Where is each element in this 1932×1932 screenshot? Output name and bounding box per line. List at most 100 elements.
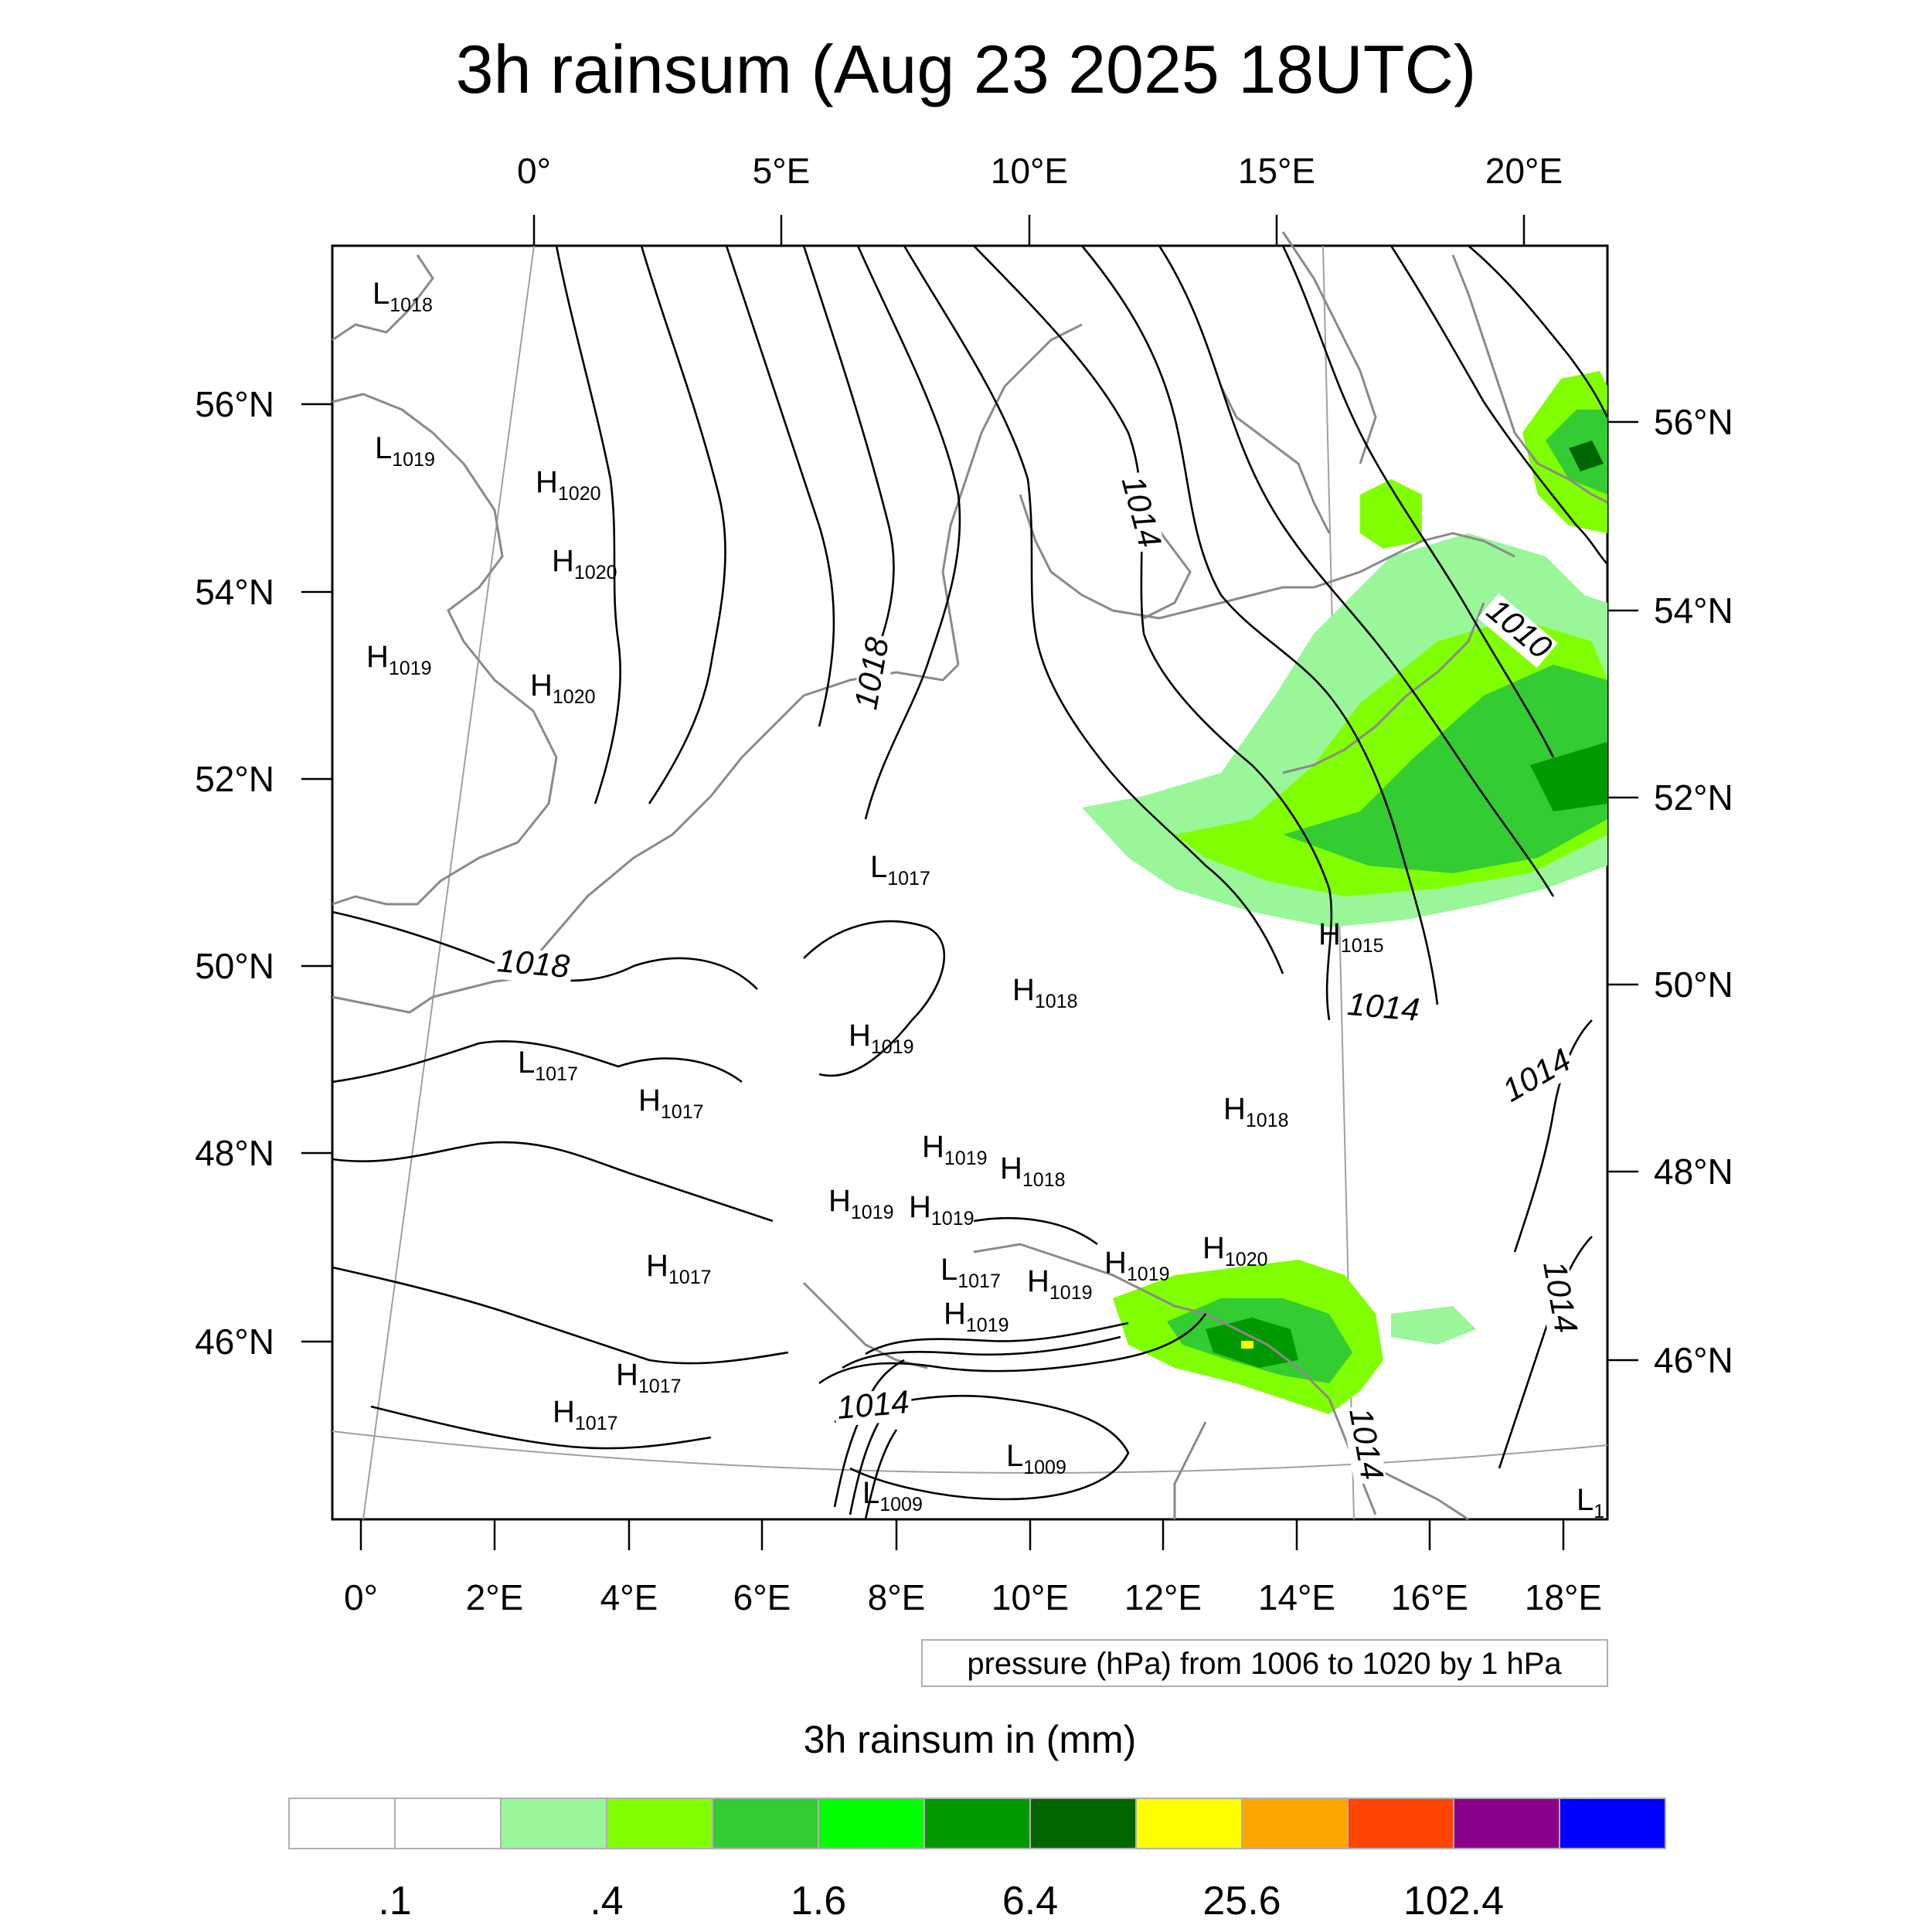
right-axis-tick-label: 54°N [1654, 590, 1733, 631]
rain-area-alps-peak [1241, 1341, 1253, 1349]
left-axis-labels: 56°N 54°N 52°N 50°N 48°N 46°N [195, 384, 274, 1362]
pressure-value: 1018 [1022, 1169, 1066, 1191]
pressure-value: 1019 [944, 1148, 988, 1169]
pressure-letter: L [940, 1253, 957, 1287]
colorbar-label: .1 [378, 1879, 411, 1923]
pressure-letter: H [944, 1297, 966, 1331]
bottom-axis-tick-label: 8°E [868, 1577, 926, 1617]
pressure-letter: H [1000, 1151, 1022, 1185]
pressure-value: 1018 [1246, 1110, 1289, 1131]
pressure-value: 1019 [851, 1202, 894, 1223]
high-pressure-label: H1019 [909, 1190, 975, 1230]
high-pressure-label: H1017 [638, 1083, 704, 1123]
pressure-value: 1019 [966, 1315, 1009, 1336]
pressure-value: 1017 [575, 1413, 618, 1434]
pressure-letter: L [372, 277, 389, 311]
contour-label-background [1535, 1257, 1581, 1338]
pressure-value: 1015 [1341, 935, 1384, 957]
colorbar-swatch [606, 1798, 713, 1849]
pressure-value: 1017 [668, 1267, 712, 1288]
pressure-value: 1009 [879, 1494, 923, 1515]
pressure-letter: H [922, 1130, 944, 1164]
colorbar-swatch [288, 1798, 396, 1849]
pressure-letter: L [1577, 1483, 1594, 1517]
contour-note-box [921, 1639, 1608, 1687]
left-axis-tick-label: 50°N [195, 946, 274, 986]
colorbar-label: 102.4 [1403, 1879, 1504, 1923]
contour-value-label: 1014 [835, 1383, 910, 1426]
right-axis-tick-label: 50°N [1654, 964, 1733, 1005]
colorbar-label: 1.6 [791, 1879, 846, 1923]
pressure-value: 1017 [957, 1270, 1001, 1292]
pressure-letter: H [1202, 1231, 1225, 1265]
colorbar-label: .4 [590, 1879, 623, 1923]
contour-value-label: 1014 [1346, 985, 1421, 1028]
pressure-value: 1020 [553, 686, 596, 708]
pressure-letter: H [1104, 1246, 1127, 1280]
bottom-axis-tick-label: 4°E [600, 1577, 658, 1617]
pressure-letter: H [646, 1249, 668, 1283]
top-axis-tick-label: 5°E [753, 151, 811, 191]
colorbar-swatch [923, 1798, 1031, 1849]
colorbar-swatch [1453, 1798, 1560, 1849]
right-axis-tick-label: 48°N [1654, 1151, 1733, 1192]
contour-label-background [1496, 1043, 1580, 1111]
high-pressure-label: H1018 [1012, 973, 1078, 1012]
left-axis-tick-label: 54°N [195, 572, 274, 612]
low-pressure-label: L1009 [1006, 1439, 1066, 1478]
colorbar-swatch [500, 1798, 607, 1849]
pressure-value: 1017 [887, 868, 930, 889]
high-pressure-label: H1020 [530, 668, 596, 708]
colorbar-swatch [1029, 1798, 1137, 1849]
colorbar-swatch [818, 1798, 925, 1849]
right-axis-tick-label: 46°N [1654, 1340, 1733, 1380]
top-axis-tick-label: 10°E [991, 151, 1068, 191]
rain-area-central-europe-dark [1530, 742, 1607, 811]
colorbar-swatch [1347, 1798, 1454, 1849]
pressure-value: 1020 [1225, 1249, 1268, 1270]
left-axis-tick-label: 52°N [195, 759, 274, 799]
pressure-letter: H [1223, 1092, 1246, 1126]
colorbar-swatch [394, 1798, 502, 1849]
high-pressure-label: H1018 [1000, 1151, 1066, 1191]
high-pressure-label: H1019 [1027, 1264, 1093, 1304]
contour-label-background [493, 946, 573, 986]
contour-label-background [1341, 1403, 1387, 1485]
pressure-value: 1017 [661, 1101, 704, 1123]
colorbar-labels: .1 .4 1.6 6.4 25.6 102.4 [378, 1879, 1504, 1923]
high-pressure-label: H1019 [366, 640, 432, 679]
pressure-letter: H [1318, 917, 1341, 951]
contour-label-background [1343, 989, 1423, 1029]
high-pressure-label: H1020 [552, 544, 617, 583]
colorbar-title: 3h rainsum in (mm) [804, 1718, 1137, 1761]
map-title: 3h rainsum (Aug 23 2025 18UTC) [456, 31, 1477, 107]
right-axis-tick-label: 56°N [1654, 402, 1733, 442]
contour-label-background [851, 633, 897, 715]
rain-area-scattered [1360, 479, 1422, 549]
contour-label-background [833, 1387, 913, 1427]
pressure-letter: L [1006, 1439, 1023, 1473]
pressure-letter: L [870, 850, 887, 884]
right-axis-tick-label: 52°N [1654, 777, 1733, 818]
bottom-axis-tick-label: 0° [344, 1577, 378, 1617]
pressure-letter: H [536, 465, 558, 499]
pressure-letter: H [1012, 973, 1035, 1007]
low-pressure-label: L1018 [372, 277, 433, 316]
bottom-axis-labels: 0° 2°E 4°E 6°E 8°E 10°E 12°E 14°E 16°E 18°E [344, 1577, 1602, 1617]
pressure-value: 1019 [392, 449, 435, 471]
pressure-letter: H [530, 668, 553, 702]
pressure-value: 1018 [389, 294, 433, 316]
pressure-letter: L [862, 1476, 879, 1510]
rain-area-baltic-dark [1569, 440, 1604, 471]
pressure-letter: L [375, 431, 392, 465]
low-pressure-label: L1 [1577, 1483, 1604, 1522]
right-axis-labels: 56°N 54°N 52°N 50°N 48°N 46°N [1654, 402, 1733, 1380]
pressure-value: 1009 [1023, 1457, 1066, 1478]
low-pressure-label: L1017 [518, 1046, 578, 1085]
pressure-letter: H [552, 544, 574, 578]
colorbar [288, 1798, 1666, 1849]
top-axis-tick-label: 15°E [1238, 151, 1315, 191]
high-pressure-label: H1019 [922, 1130, 988, 1169]
